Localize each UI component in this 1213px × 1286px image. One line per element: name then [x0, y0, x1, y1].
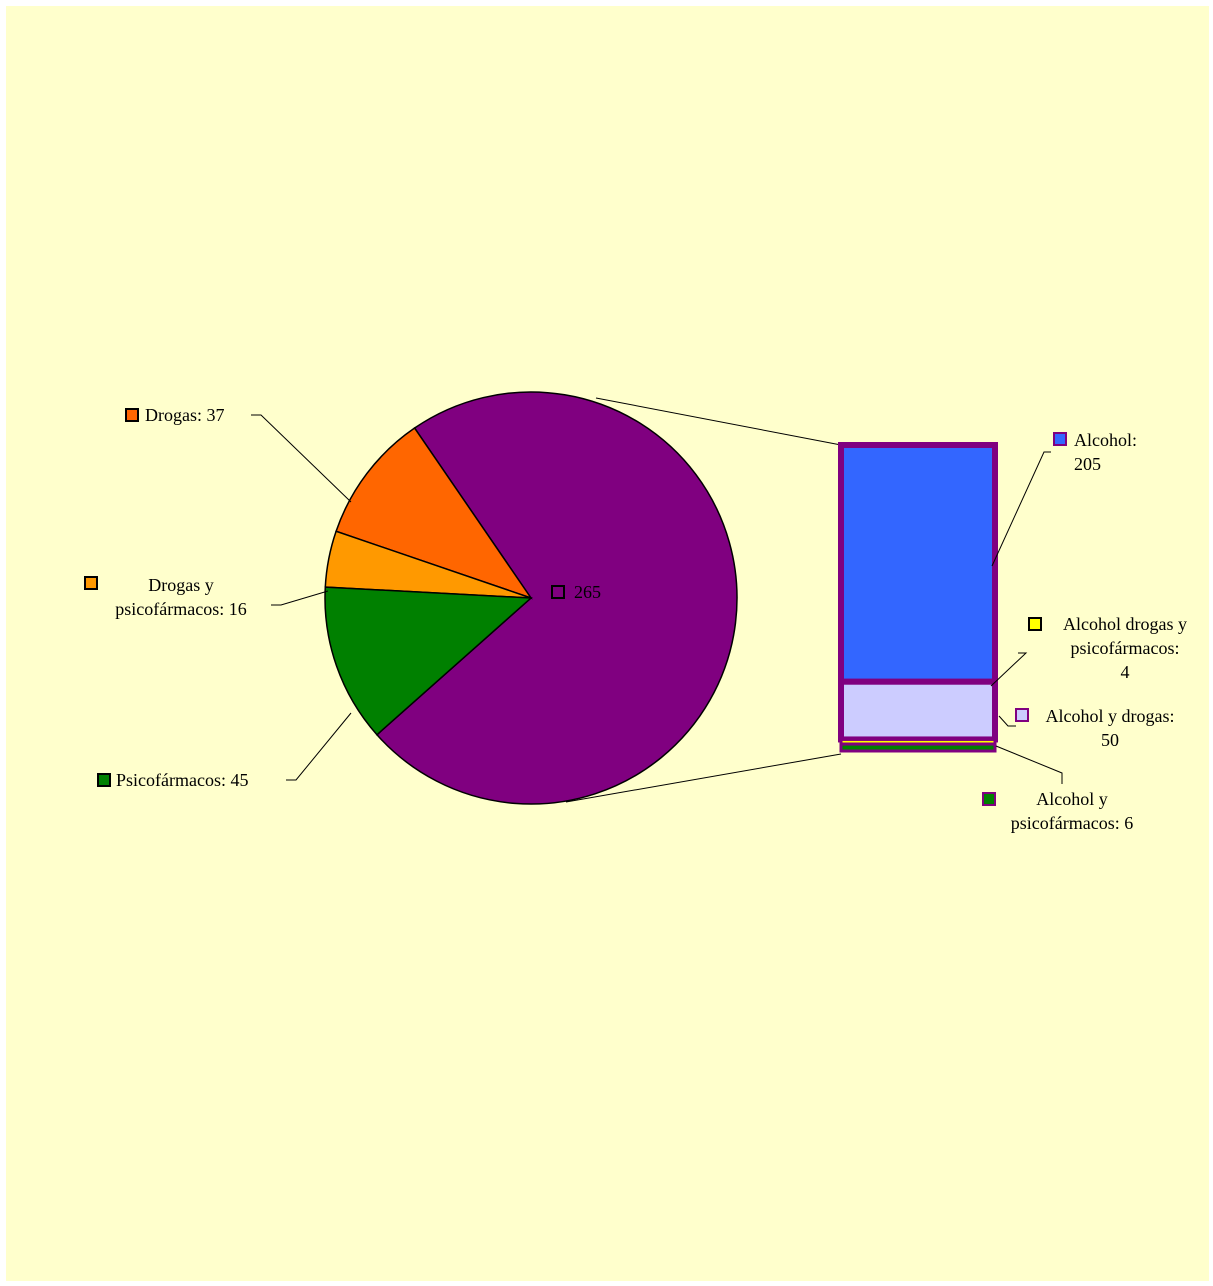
data-label-alcohol-y-psicofarmacos-line: Alcohol y	[1036, 789, 1108, 809]
data-label-drogas-y-psicofarmacos: Drogas y psicofármacos: 16	[115, 575, 246, 619]
data-label-drogas: Drogas: 37	[145, 405, 225, 425]
data-label-drogas-y-psicofarmacos-line: psicofármacos: 16	[115, 599, 246, 619]
data-label-psicofarmacos: Psicofármacos: 45	[116, 770, 248, 790]
data-label-alcohol-y-drogas-line: Alcohol y drogas:	[1046, 706, 1175, 726]
leader-line-psicofarmacos	[286, 712, 352, 781]
pie	[324, 391, 738, 805]
leader-line-alcohol-drogas-y-psicofarmacos	[990, 652, 1028, 687]
leader-line-drogas	[251, 414, 352, 503]
data-label-alcohol-y-drogas: Alcohol y drogas: 50	[1046, 706, 1175, 750]
connector-top	[595, 397, 842, 446]
pie-slice-psicofarmacos	[324, 586, 533, 736]
data-label-key-alcohol	[1053, 432, 1067, 446]
data-label-other: 265	[574, 582, 601, 602]
stacked-bar	[838, 442, 998, 753]
data-label-psicofarmacos-line: Psicofármacos: 45	[116, 770, 248, 790]
connector-bottom	[565, 753, 842, 803]
data-label-alcohol-drogas-y-psicofarmacos: Alcohol drogas y psicofármacos: 4	[1063, 614, 1187, 682]
data-label-alcohol-y-psicofarmacos: Alcohol y psicofármacos: 6	[1011, 789, 1133, 833]
data-label-alcohol-y-drogas-line: 50	[1101, 730, 1119, 750]
data-label-key-alcohol-drogas-y-psicofarmacos	[1028, 617, 1042, 631]
data-label-key-other	[551, 585, 565, 599]
bar-of-pie-chart: Drogas: 37 Drogas y psicofármacos: 16 Psico…	[84, 391, 1187, 833]
data-label-key-drogas	[125, 408, 139, 422]
data-label-drogas-line: Drogas: 37	[145, 405, 225, 425]
data-label-key-alcohol-y-drogas	[1015, 708, 1029, 722]
data-label-alcohol-line: 205	[1074, 454, 1101, 474]
leader-line-alcohol-y-psicofarmacos	[995, 745, 1063, 784]
data-label-drogas-y-psicofarmacos-line: Drogas y	[148, 575, 214, 595]
data-label-alcohol: Alcohol: 205	[1074, 430, 1137, 474]
data-label-alcohol-y-psicofarmacos-line: psicofármacos: 6	[1011, 813, 1133, 833]
chart-area: Drogas: 37 Drogas y psicofármacos: 16 Psico…	[6, 6, 1209, 1281]
data-labels: Drogas: 37 Drogas y psicofármacos: 16 Psico…	[84, 405, 1187, 833]
bar-segment-alcohol-y-psicofarmacos	[839, 742, 997, 753]
data-label-alcohol-line: Alcohol:	[1074, 430, 1137, 450]
data-label-alcohol-drogas-y-psicofarmacos-line: 4	[1121, 662, 1130, 682]
data-label-key-psicofarmacos	[97, 773, 111, 787]
bar-segment-alcohol	[838, 442, 998, 685]
data-label-other-line: 265	[574, 582, 601, 602]
leader-line-alcohol-y-drogas	[998, 715, 1016, 727]
bar-segment-alcohol-y-drogas	[838, 678, 998, 743]
leader-line-alcohol	[991, 451, 1051, 567]
data-label-key-drogas-y-psicofarmacos	[84, 576, 98, 590]
leader-line-drogas-y-psicofarmacos	[271, 590, 329, 606]
data-label-alcohol-drogas-y-psicofarmacos-line: psicofármacos:	[1071, 638, 1180, 658]
pie-slice-drogas	[335, 426, 533, 600]
pie-to-bar-connectors	[565, 397, 842, 803]
data-label-alcohol-drogas-y-psicofarmacos-line: Alcohol drogas y	[1063, 614, 1187, 634]
data-label-key-alcohol-y-psicofarmacos	[982, 792, 996, 806]
